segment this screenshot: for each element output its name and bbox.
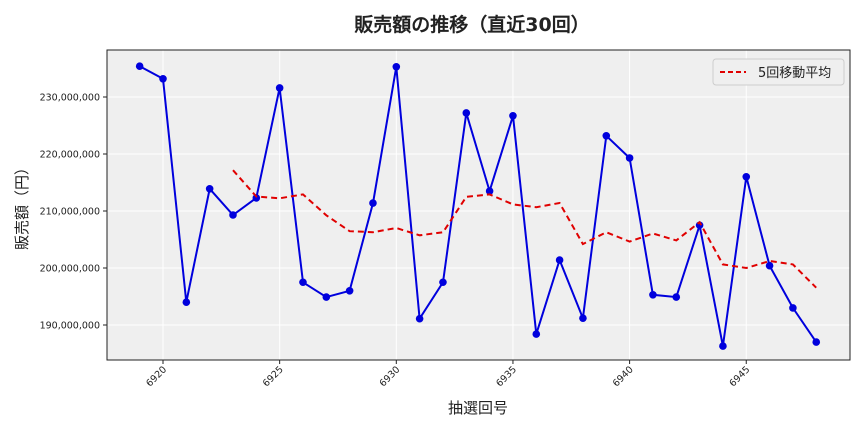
x-axis-ticks: 6920 6925 6930 6935 6940 6945 <box>144 360 752 389</box>
data-point-marker <box>555 256 564 264</box>
data-point-marker <box>275 84 284 92</box>
chart-title: 販売額の推移（直近30回） <box>354 13 589 36</box>
grid-lines <box>107 50 850 360</box>
x-tick-label: 6945 <box>727 364 752 389</box>
data-point-marker <box>485 187 494 195</box>
data-point-marker <box>789 304 797 312</box>
data-point-marker <box>509 112 517 120</box>
data-point-marker <box>392 62 401 71</box>
data-point-marker <box>602 131 611 140</box>
legend: 5回移動平均 <box>712 58 845 86</box>
data-point-marker <box>369 199 377 207</box>
data-point-marker <box>579 314 587 322</box>
data-point-marker <box>742 173 751 181</box>
y-tick-label: 200,000,000 <box>40 264 100 275</box>
x-tick-label: 6935 <box>494 364 519 389</box>
data-point-marker <box>135 62 144 71</box>
data-point-marker <box>252 194 261 202</box>
data-point-marker <box>765 261 774 270</box>
y-axis-ticks: 190,000,000 200,000,000 210,000,000 220,000… <box>40 93 107 332</box>
data-point-marker <box>532 330 541 338</box>
data-point-marker <box>229 211 237 219</box>
data-point-marker <box>322 293 331 301</box>
y-axis-label: 販売額（円） <box>13 160 31 250</box>
data-point-marker <box>719 342 727 350</box>
y-tick-label: 220,000,000 <box>40 150 100 161</box>
data-point-marker <box>299 278 307 287</box>
data-point-marker <box>812 338 821 346</box>
x-tick-label: 6925 <box>261 364 286 389</box>
y-tick-label: 210,000,000 <box>40 207 100 218</box>
x-tick-label: 6940 <box>611 364 636 389</box>
data-point-marker <box>625 154 634 162</box>
x-tick-label: 6920 <box>144 364 169 389</box>
data-point-marker <box>159 74 167 83</box>
data-point-marker <box>649 290 657 299</box>
legend-box <box>712 58 845 86</box>
data-point-marker <box>439 278 447 287</box>
data-point-marker <box>182 298 191 307</box>
data-point-marker <box>345 287 354 295</box>
y-tick-label: 230,000,000 <box>40 93 100 104</box>
sales-line <box>139 65 818 347</box>
moving-average-line <box>232 169 817 289</box>
plot-frame <box>106 49 851 361</box>
plot-area <box>107 50 850 360</box>
data-point-marker <box>205 184 214 193</box>
data-point-marker <box>462 109 471 117</box>
y-tick-label: 190,000,000 <box>40 321 100 332</box>
data-point-marker <box>672 293 681 301</box>
legend-label-moving-average: 5回移動平均 <box>758 66 831 81</box>
series-layer <box>135 62 821 350</box>
data-point-marker <box>415 314 424 323</box>
x-axis-label: 抽選回号 <box>448 399 508 417</box>
x-tick-label: 6930 <box>378 364 403 389</box>
